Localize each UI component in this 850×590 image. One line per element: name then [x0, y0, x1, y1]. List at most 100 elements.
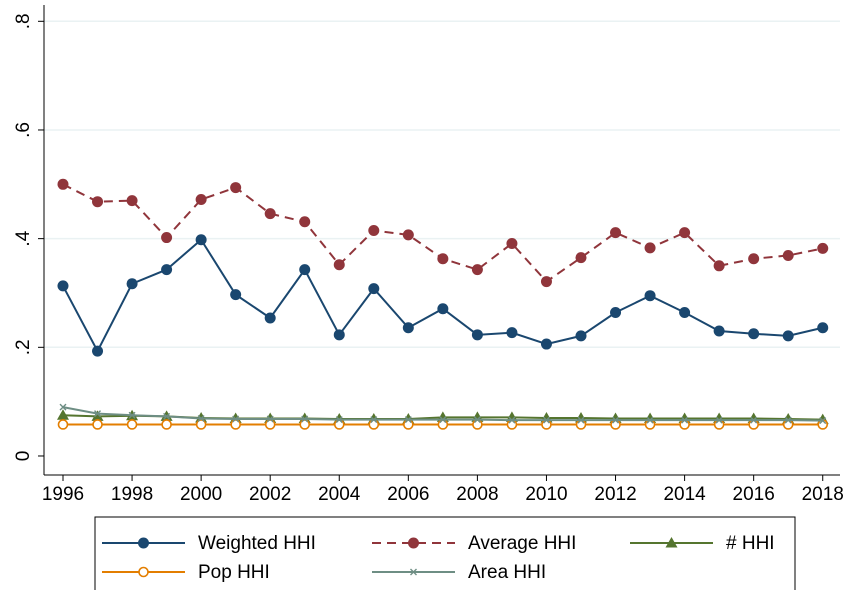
legend-label: Area HHI — [468, 562, 546, 583]
point — [713, 419, 725, 430]
point — [195, 411, 208, 423]
point — [402, 322, 414, 334]
legend-marker — [665, 537, 678, 548]
point — [748, 253, 760, 265]
y-tick-label: .2 — [13, 339, 34, 355]
point — [195, 419, 207, 430]
point — [610, 419, 621, 430]
point — [819, 417, 827, 425]
point — [506, 419, 518, 430]
point — [333, 259, 345, 271]
point — [57, 280, 69, 292]
point — [610, 307, 622, 319]
point — [404, 416, 412, 424]
point — [230, 289, 242, 301]
point — [681, 416, 689, 424]
point — [299, 216, 311, 228]
point — [368, 283, 380, 295]
point — [92, 196, 104, 208]
legend-label: Pop HHI — [198, 562, 270, 583]
point — [403, 419, 414, 430]
point — [748, 328, 760, 340]
point — [679, 227, 691, 239]
point — [646, 416, 654, 424]
point — [161, 232, 173, 244]
point — [299, 264, 311, 276]
point — [163, 412, 171, 420]
point — [92, 419, 103, 430]
point — [161, 419, 172, 430]
point — [713, 325, 725, 337]
y-tick-label: 0 — [13, 451, 34, 462]
x-tick-label: 2008 — [456, 484, 498, 505]
point — [644, 242, 656, 254]
point — [126, 419, 138, 430]
point — [126, 195, 138, 207]
y-tick-label: .4 — [13, 230, 34, 246]
point — [230, 182, 242, 194]
point — [817, 322, 829, 334]
point — [575, 330, 587, 342]
x-tick-label: 1998 — [111, 484, 153, 505]
x-tick-label: 2000 — [180, 484, 222, 505]
legend-marker — [410, 568, 417, 576]
point — [197, 414, 205, 422]
point — [335, 416, 343, 424]
point — [644, 419, 656, 430]
point — [541, 419, 552, 430]
point — [368, 419, 380, 430]
point — [784, 416, 792, 424]
point — [782, 330, 794, 342]
legend-marker — [138, 537, 149, 549]
point — [232, 415, 240, 423]
point — [57, 419, 69, 430]
x-tick-label: 2016 — [733, 484, 775, 505]
point — [748, 419, 759, 430]
point — [439, 416, 447, 424]
point — [94, 410, 102, 418]
point — [782, 419, 794, 430]
x-tick-label: 1996 — [42, 484, 84, 505]
point — [301, 415, 309, 423]
point — [91, 410, 104, 421]
point — [610, 227, 622, 239]
y-tick-label: .6 — [13, 122, 34, 138]
legend-marker — [138, 566, 149, 578]
legend-label: Average HHI — [468, 533, 576, 554]
point — [264, 208, 276, 220]
point — [540, 338, 552, 350]
point — [56, 409, 69, 420]
point — [333, 329, 345, 341]
point — [368, 224, 380, 236]
point — [59, 403, 67, 411]
x-tick-label: 2018 — [802, 484, 844, 505]
y-tick-label: .8 — [13, 13, 34, 29]
point — [542, 416, 550, 424]
x-tick-label: 2014 — [663, 484, 706, 505]
point — [577, 416, 585, 424]
point — [471, 329, 483, 341]
point — [437, 253, 449, 265]
point — [575, 252, 587, 264]
x-tick-label: 2010 — [525, 484, 567, 505]
point — [612, 416, 620, 424]
point — [195, 194, 207, 206]
legend-marker — [408, 537, 419, 549]
point — [333, 419, 345, 430]
x-tick-label: 2012 — [594, 484, 636, 505]
point — [92, 345, 104, 357]
point — [264, 312, 276, 324]
point — [161, 264, 173, 276]
point — [57, 178, 69, 190]
point — [128, 411, 136, 419]
point — [506, 327, 518, 339]
point — [437, 419, 449, 430]
point — [508, 416, 516, 424]
point — [713, 260, 725, 272]
point — [679, 307, 691, 319]
point — [437, 303, 449, 315]
point — [473, 416, 481, 424]
point — [506, 238, 518, 250]
